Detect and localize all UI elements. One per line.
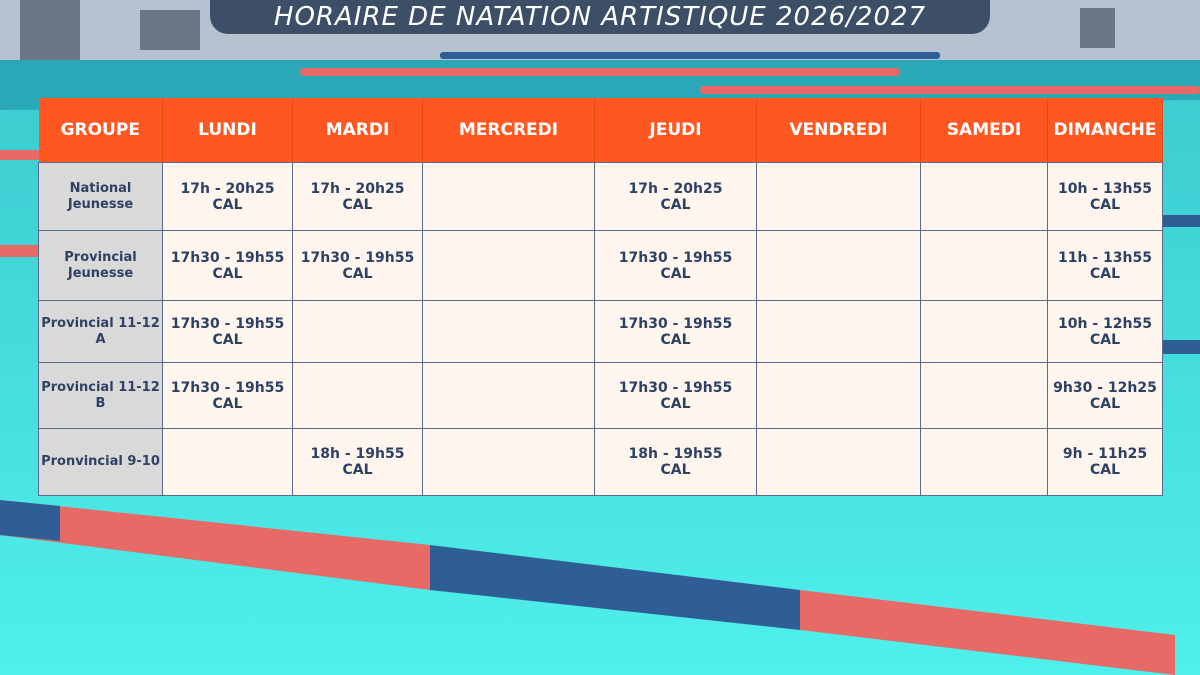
schedule-cell: 17h30 - 19h55 CAL bbox=[594, 362, 757, 429]
time-range: 18h - 19h55 bbox=[628, 446, 723, 462]
schedule-cell bbox=[920, 162, 1048, 231]
schedule-cell: 18h - 19h55 CAL bbox=[292, 428, 423, 496]
time-range: 11h - 13h55 bbox=[1058, 249, 1152, 266]
time-range: 17h30 - 19h55 bbox=[618, 379, 733, 396]
location: CAL bbox=[342, 462, 373, 478]
location: CAL bbox=[342, 196, 373, 213]
column-header: JEUDI bbox=[594, 98, 757, 163]
schedule-cell bbox=[162, 428, 293, 496]
schedule-cell bbox=[920, 300, 1048, 363]
location: CAL bbox=[1089, 395, 1121, 412]
schedule-cell bbox=[422, 362, 595, 429]
group-name: Pronvincial 9-10 bbox=[41, 454, 160, 469]
time-range: 17h30 - 19h55 bbox=[170, 315, 285, 332]
schedule-cell bbox=[756, 300, 921, 363]
time-range: 17h30 - 19h55 bbox=[618, 315, 733, 332]
location: CAL bbox=[1089, 462, 1121, 478]
column-header: DIMANCHE bbox=[1047, 98, 1163, 163]
location: CAL bbox=[660, 331, 691, 348]
title: HORAIRE DE NATATION ARTISTIQUE 2026/2027 bbox=[210, 0, 990, 34]
table-row: National Jeunesse 17h - 20h25 CAL 17h - 20h2… bbox=[38, 162, 1163, 231]
header-row: GROUPE LUNDI MARDI MERCREDI JEUDI VENDREDI SAM… bbox=[38, 98, 1163, 163]
schedule-cell: 17h30 - 19h55 CAL bbox=[292, 230, 423, 301]
schedule-cell bbox=[292, 300, 423, 363]
location: CAL bbox=[660, 395, 691, 412]
table-body: National Jeunesse 17h - 20h25 CAL 17h - 20h2… bbox=[38, 162, 1163, 496]
time-range: 18h - 19h55 bbox=[310, 446, 405, 462]
column-header: LUNDI bbox=[162, 98, 293, 163]
time-range: 17h30 - 19h55 bbox=[170, 379, 285, 396]
schedule-cell: 10h - 12h55 CAL bbox=[1047, 300, 1163, 363]
schedule-cell bbox=[422, 162, 595, 231]
time-range: 10h - 12h55 bbox=[1058, 315, 1152, 332]
group-name: National bbox=[69, 180, 132, 196]
schedule-cell: 17h - 20h25 CAL bbox=[162, 162, 293, 231]
column-header: SAMEDI bbox=[920, 98, 1048, 163]
column-header: GROUPE bbox=[38, 98, 163, 163]
schedule-cell bbox=[756, 230, 921, 301]
location: CAL bbox=[212, 196, 243, 213]
table-row: Provincial Jeunesse 17h30 - 19h55 CAL 17h30 … bbox=[38, 230, 1163, 301]
group-cell: Provincial Jeunesse bbox=[38, 230, 163, 301]
location: CAL bbox=[1089, 196, 1121, 213]
time-range: 9h - 11h25 bbox=[1062, 446, 1148, 462]
location: CAL bbox=[660, 462, 691, 478]
column-header: MERCREDI bbox=[422, 98, 595, 163]
location: CAL bbox=[342, 265, 373, 282]
time-range: 17h - 20h25 bbox=[310, 180, 405, 197]
time-range: 17h - 20h25 bbox=[628, 180, 723, 197]
column-header: VENDREDI bbox=[756, 98, 921, 163]
time-range: 9h30 - 12h25 bbox=[1053, 379, 1157, 396]
time-range: 10h - 13h55 bbox=[1058, 180, 1152, 197]
group-cell: National Jeunesse bbox=[38, 162, 163, 231]
schedule-cell: 11h - 13h55 CAL bbox=[1047, 230, 1163, 301]
schedule-cell bbox=[422, 428, 595, 496]
group-name: Provincial 11-12 A bbox=[41, 315, 160, 347]
schedule-cell bbox=[756, 362, 921, 429]
time-range: 17h - 20h25 bbox=[180, 180, 275, 197]
schedule-cell: 9h - 11h25 CAL bbox=[1047, 428, 1163, 496]
location: CAL bbox=[1089, 331, 1121, 348]
group-name: Provincial bbox=[64, 249, 137, 265]
schedule-cell: 17h30 - 19h55 CAL bbox=[594, 230, 757, 301]
schedule-cell bbox=[920, 428, 1048, 496]
group-name: Jeunesse bbox=[67, 196, 134, 212]
schedule-cell: 18h - 19h55 CAL bbox=[594, 428, 757, 496]
location: CAL bbox=[212, 331, 243, 348]
group-cell: Provincial 11-12 A bbox=[38, 300, 163, 363]
time-range: 17h30 - 19h55 bbox=[170, 249, 285, 266]
schedule-cell: 17h - 20h25 CAL bbox=[292, 162, 423, 231]
schedule-cell: 9h30 - 12h25 CAL bbox=[1047, 362, 1163, 429]
schedule-cell bbox=[756, 428, 921, 496]
schedule-cell: 17h30 - 19h55 CAL bbox=[162, 362, 293, 429]
schedule-table: GROUPE LUNDI MARDI MERCREDI JEUDI VENDREDI SAM… bbox=[38, 98, 1163, 496]
location: CAL bbox=[660, 196, 691, 213]
schedule-cell bbox=[756, 162, 921, 231]
schedule-cell bbox=[422, 230, 595, 301]
time-range: 17h30 - 19h55 bbox=[618, 249, 733, 266]
schedule-cell bbox=[292, 362, 423, 429]
location: CAL bbox=[660, 265, 691, 282]
location: CAL bbox=[212, 265, 243, 282]
schedule-cell bbox=[422, 300, 595, 363]
table-row: Provincial 11-12 A 17h30 - 19h55 CAL 17h30 … bbox=[38, 300, 1163, 363]
table-row: Pronvincial 9-10 18h - 19h55 CAL 18h - 19h5… bbox=[38, 428, 1163, 496]
group-cell: Provincial 11-12 B bbox=[38, 362, 163, 429]
location: CAL bbox=[1089, 265, 1121, 282]
column-header: MARDI bbox=[292, 98, 423, 163]
group-cell: Pronvincial 9-10 bbox=[38, 428, 163, 496]
schedule-cell: 17h30 - 19h55 CAL bbox=[162, 300, 293, 363]
group-name: Jeunesse bbox=[67, 265, 134, 281]
schedule-cell: 17h30 - 19h55 CAL bbox=[162, 230, 293, 301]
table-row: Provincial 11-12 B 17h30 - 19h55 CAL 17h30 … bbox=[38, 362, 1163, 429]
schedule-cell: 17h - 20h25 CAL bbox=[594, 162, 757, 231]
time-range: 17h30 - 19h55 bbox=[300, 249, 415, 266]
schedule-cell: 10h - 13h55 CAL bbox=[1047, 162, 1163, 231]
schedule-cell bbox=[920, 230, 1048, 301]
schedule-cell: 17h30 - 19h55 CAL bbox=[594, 300, 757, 363]
group-name: Provincial 11-12 B bbox=[41, 379, 160, 411]
location: CAL bbox=[212, 395, 243, 412]
schedule-cell bbox=[920, 362, 1048, 429]
